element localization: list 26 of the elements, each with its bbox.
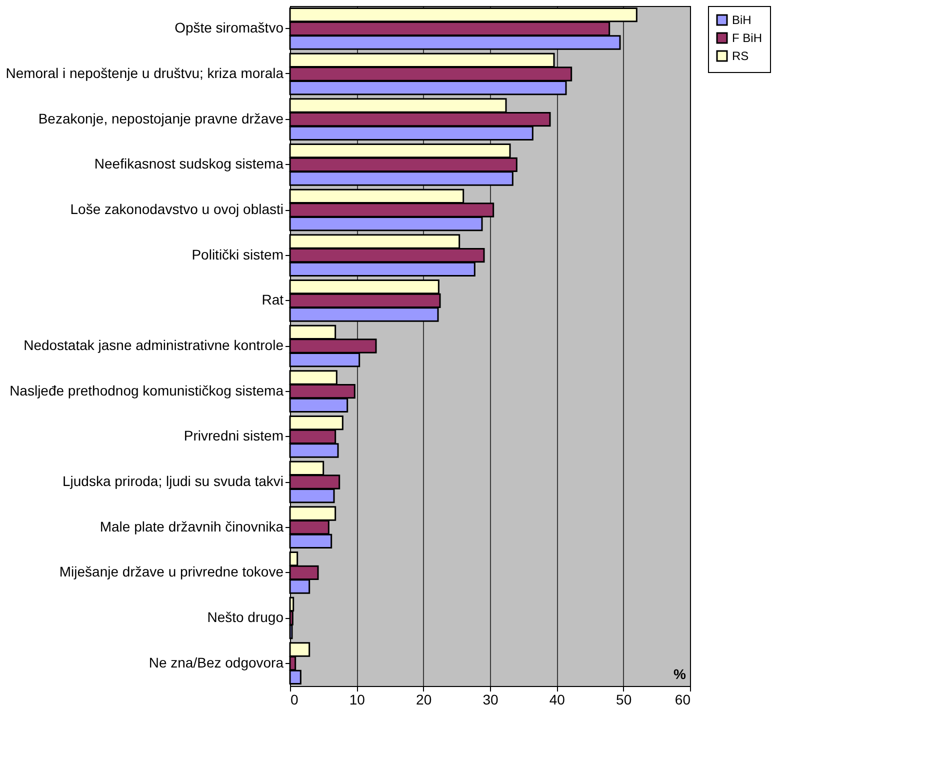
y-tick-label: Politički sistem <box>192 246 284 262</box>
y-tick-label: Miješanje države u privredne tokove <box>59 564 284 580</box>
x-tick-label: 50 <box>616 692 632 708</box>
legend-label: F BiH <box>732 31 762 45</box>
x-tick-label: 40 <box>549 692 566 708</box>
y-tick-label: Bezakonje, nepostojanje pravne države <box>38 110 284 126</box>
y-tick-label: Ljudska priroda; ljudi su svuda takvi <box>62 473 284 489</box>
x-tick-label: 60 <box>674 692 691 708</box>
y-tick-label: Neefikasnost sudskog sistema <box>94 156 284 172</box>
x-tick-label: 20 <box>416 692 432 708</box>
y-tick-label: Nemoral i nepoštenje u društvu; kriza morala <box>6 65 284 81</box>
y-tick-label: Nasljeđe prethodnog komunističkog sistema <box>10 382 284 398</box>
legend-label: RS <box>732 49 749 63</box>
legend-label: BiH <box>732 13 752 27</box>
annotation: % <box>674 666 687 682</box>
x-tick-label: 10 <box>349 692 366 708</box>
y-tick-label: Male plate državnih činovnika <box>100 518 284 534</box>
y-tick-label: Nedostatak jasne administrativne kontrole <box>24 337 284 353</box>
x-tick-label: 30 <box>482 692 498 708</box>
x-tick-label: 0 <box>290 692 298 708</box>
y-tick-label: Rat <box>262 292 284 308</box>
y-tick-label: Ne zna/Bez odgovora <box>148 654 284 670</box>
y-tick-label: Opšte siromaštvo <box>174 20 284 36</box>
y-tick-label: Nešto drugo <box>207 609 284 625</box>
y-tick-label: Privredni sistem <box>184 428 284 444</box>
y-tick-label: Loše zakonodavstvo u ovoj oblasti <box>70 201 284 217</box>
